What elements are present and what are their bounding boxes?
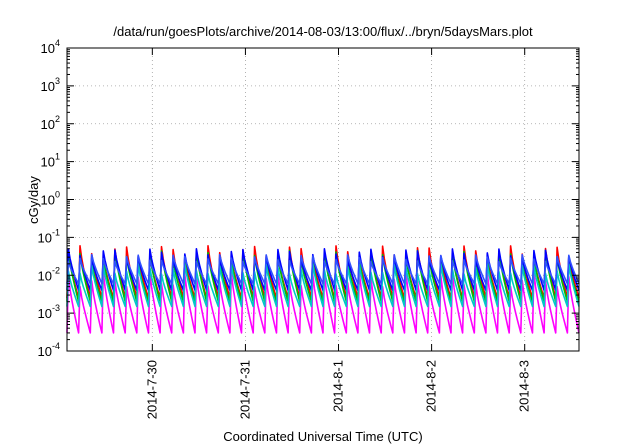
x-tick-label: 2014-8-3 (517, 360, 532, 412)
x-tick-label: 2014-7-31 (237, 360, 252, 419)
chart-title: /data/run/goesPlots/archive/2014-08-03/1… (113, 24, 533, 39)
y-tick-label: 10-1 (38, 227, 60, 245)
y-tick-label: 102 (41, 114, 60, 132)
x-tick-label: 2014-8-1 (331, 360, 346, 412)
y-tick-label: 103 (41, 76, 60, 94)
series-line (66, 263, 580, 308)
axis-ticks: 10-4 10-3 10-2 10-1 100 101 102 103 104 2014-7-30… (38, 38, 579, 419)
y-tick-label: 10-4 (38, 341, 60, 359)
y-tick-label: 104 (41, 38, 60, 56)
y-tick-label: 10-3 (38, 303, 60, 321)
x-axis-label: Coordinated Universal Time (UTC) (223, 429, 422, 444)
data-series-group (66, 245, 580, 334)
x-tick-label: 2014-8-2 (424, 360, 439, 412)
y-tick-label: 101 (41, 152, 60, 170)
y-axis-label: cGy/day (26, 176, 41, 224)
x-tick-label: 2014-7-30 (144, 360, 159, 419)
series-line (66, 271, 580, 334)
y-tick-label: 100 (41, 190, 60, 208)
series-line (66, 253, 580, 285)
y-tick-label: 10-2 (38, 265, 60, 283)
